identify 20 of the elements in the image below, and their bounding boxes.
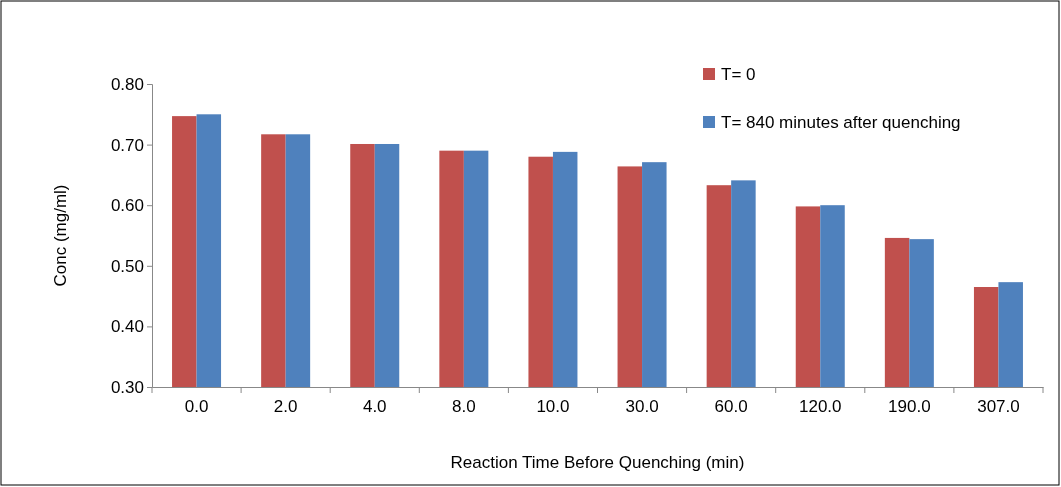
x-tick-label: 10.0 — [536, 397, 570, 417]
x-tick-label: 190.0 — [888, 397, 931, 417]
x-tick-label: 60.0 — [714, 397, 748, 417]
x-tick-label: 4.0 — [362, 397, 387, 417]
y-tick-label: 0.70 — [110, 135, 144, 155]
y-tick-label: 0.30 — [110, 377, 144, 397]
x-tick-label: 0.0 — [184, 397, 209, 417]
x-tick-label: 2.0 — [273, 397, 298, 417]
x-axis-title: Reaction Time Before Quenching (min) — [450, 453, 745, 472]
x-tick-label: 30.0 — [625, 397, 659, 417]
y-tick-label: 0.80 — [110, 74, 144, 94]
x-tick-label: 307.0 — [977, 397, 1020, 417]
x-tick-label: 120.0 — [798, 397, 842, 417]
y-tick-label: 0.60 — [110, 196, 144, 216]
legend-label: T= 0 — [721, 65, 756, 84]
x-tick-label: 8.0 — [452, 397, 476, 417]
y-tick-label: 0.40 — [110, 317, 144, 337]
y-axis-title: Conc (mg/ml) — [51, 184, 70, 287]
legend-label: T= 840 minutes after quenching — [721, 113, 961, 132]
y-tick-label: 0.50 — [110, 256, 144, 276]
